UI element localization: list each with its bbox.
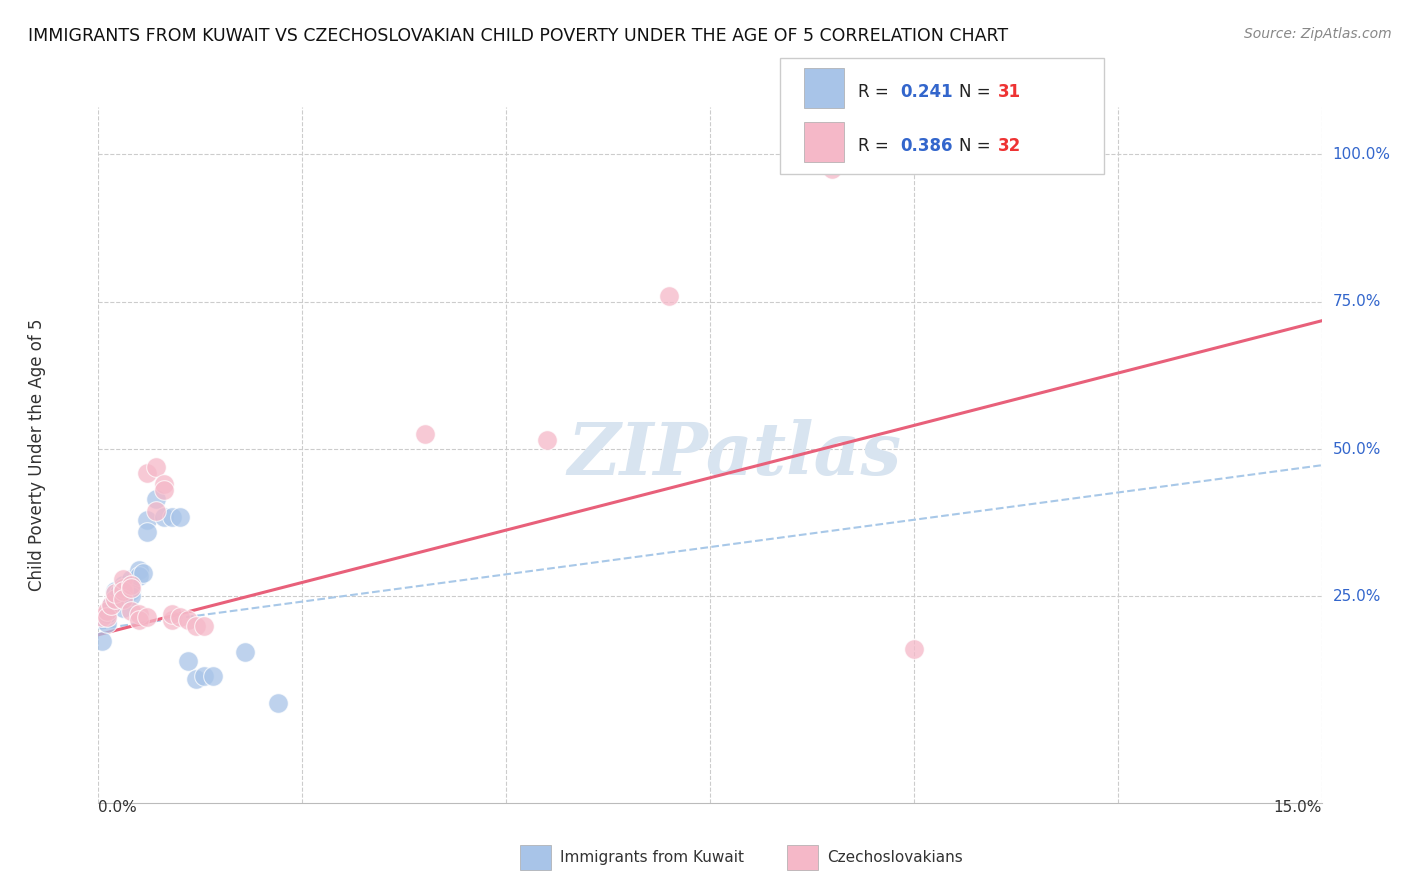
Point xyxy=(120,604,142,618)
Point xyxy=(111,583,134,598)
Point xyxy=(128,613,150,627)
Text: ZIPatlas: ZIPatlas xyxy=(568,419,901,491)
Point xyxy=(169,610,191,624)
Point xyxy=(145,492,167,507)
Point xyxy=(132,566,155,580)
Point xyxy=(96,610,118,624)
Point xyxy=(100,599,122,613)
Point xyxy=(145,459,167,474)
Point xyxy=(160,509,183,524)
Point xyxy=(267,696,290,710)
Point xyxy=(160,607,183,621)
Point xyxy=(903,642,925,657)
Point xyxy=(193,669,215,683)
Point xyxy=(186,619,208,633)
Point xyxy=(136,466,159,480)
Point xyxy=(104,583,127,598)
Point xyxy=(120,577,142,591)
Point xyxy=(193,619,215,633)
Text: 25.0%: 25.0% xyxy=(1333,589,1381,604)
Point xyxy=(136,524,159,539)
Point xyxy=(111,577,134,591)
Text: 32: 32 xyxy=(998,137,1022,155)
Point xyxy=(152,477,174,491)
Point xyxy=(111,592,134,607)
Point xyxy=(120,572,142,586)
Text: 75.0%: 75.0% xyxy=(1333,294,1381,310)
Text: 50.0%: 50.0% xyxy=(1333,442,1381,457)
Point xyxy=(152,509,174,524)
Point xyxy=(177,654,200,668)
Point xyxy=(111,592,134,607)
Text: 100.0%: 100.0% xyxy=(1333,146,1391,161)
Text: Child Poverty Under the Age of 5: Child Poverty Under the Age of 5 xyxy=(28,318,46,591)
Point xyxy=(96,607,118,621)
Point xyxy=(152,483,174,498)
Point xyxy=(104,592,127,607)
Point xyxy=(233,645,256,659)
Point xyxy=(120,583,142,598)
Point xyxy=(100,599,122,613)
Text: Source: ZipAtlas.com: Source: ZipAtlas.com xyxy=(1244,27,1392,41)
Point xyxy=(821,161,844,176)
Point xyxy=(128,607,150,621)
Text: IMMIGRANTS FROM KUWAIT VS CZECHOSLOVAKIAN CHILD POVERTY UNDER THE AGE OF 5 CORRE: IMMIGRANTS FROM KUWAIT VS CZECHOSLOVAKIA… xyxy=(28,27,1008,45)
Point xyxy=(169,509,191,524)
Point xyxy=(96,604,118,618)
Text: N =: N = xyxy=(959,84,995,102)
Text: Czechoslovakians: Czechoslovakians xyxy=(827,850,963,864)
Point xyxy=(111,586,134,600)
Text: 15.0%: 15.0% xyxy=(1274,800,1322,815)
Point xyxy=(136,513,159,527)
Point xyxy=(120,590,142,604)
Point xyxy=(658,289,681,303)
Point xyxy=(108,586,131,600)
Text: N =: N = xyxy=(959,137,995,155)
Point xyxy=(145,504,167,518)
Text: 0.241: 0.241 xyxy=(900,84,952,102)
Point xyxy=(413,427,436,442)
Text: R =: R = xyxy=(858,84,894,102)
Point xyxy=(111,601,134,615)
Point xyxy=(128,563,150,577)
Point xyxy=(177,613,200,627)
Text: 31: 31 xyxy=(998,84,1021,102)
Point xyxy=(128,569,150,583)
Point xyxy=(136,610,159,624)
Point xyxy=(120,577,142,591)
Text: R =: R = xyxy=(858,137,894,155)
Point xyxy=(91,633,114,648)
Point xyxy=(120,581,142,595)
Point xyxy=(104,586,127,600)
Point xyxy=(186,672,208,686)
Point xyxy=(536,433,558,447)
Text: 0.386: 0.386 xyxy=(900,137,952,155)
Text: 0.0%: 0.0% xyxy=(98,800,138,815)
Point xyxy=(160,613,183,627)
Point xyxy=(111,581,134,595)
Point xyxy=(201,669,224,683)
Point xyxy=(104,592,127,607)
Point xyxy=(115,581,138,595)
Point xyxy=(91,610,114,624)
Text: Immigrants from Kuwait: Immigrants from Kuwait xyxy=(560,850,744,864)
Point xyxy=(111,572,134,586)
Point xyxy=(96,615,118,630)
